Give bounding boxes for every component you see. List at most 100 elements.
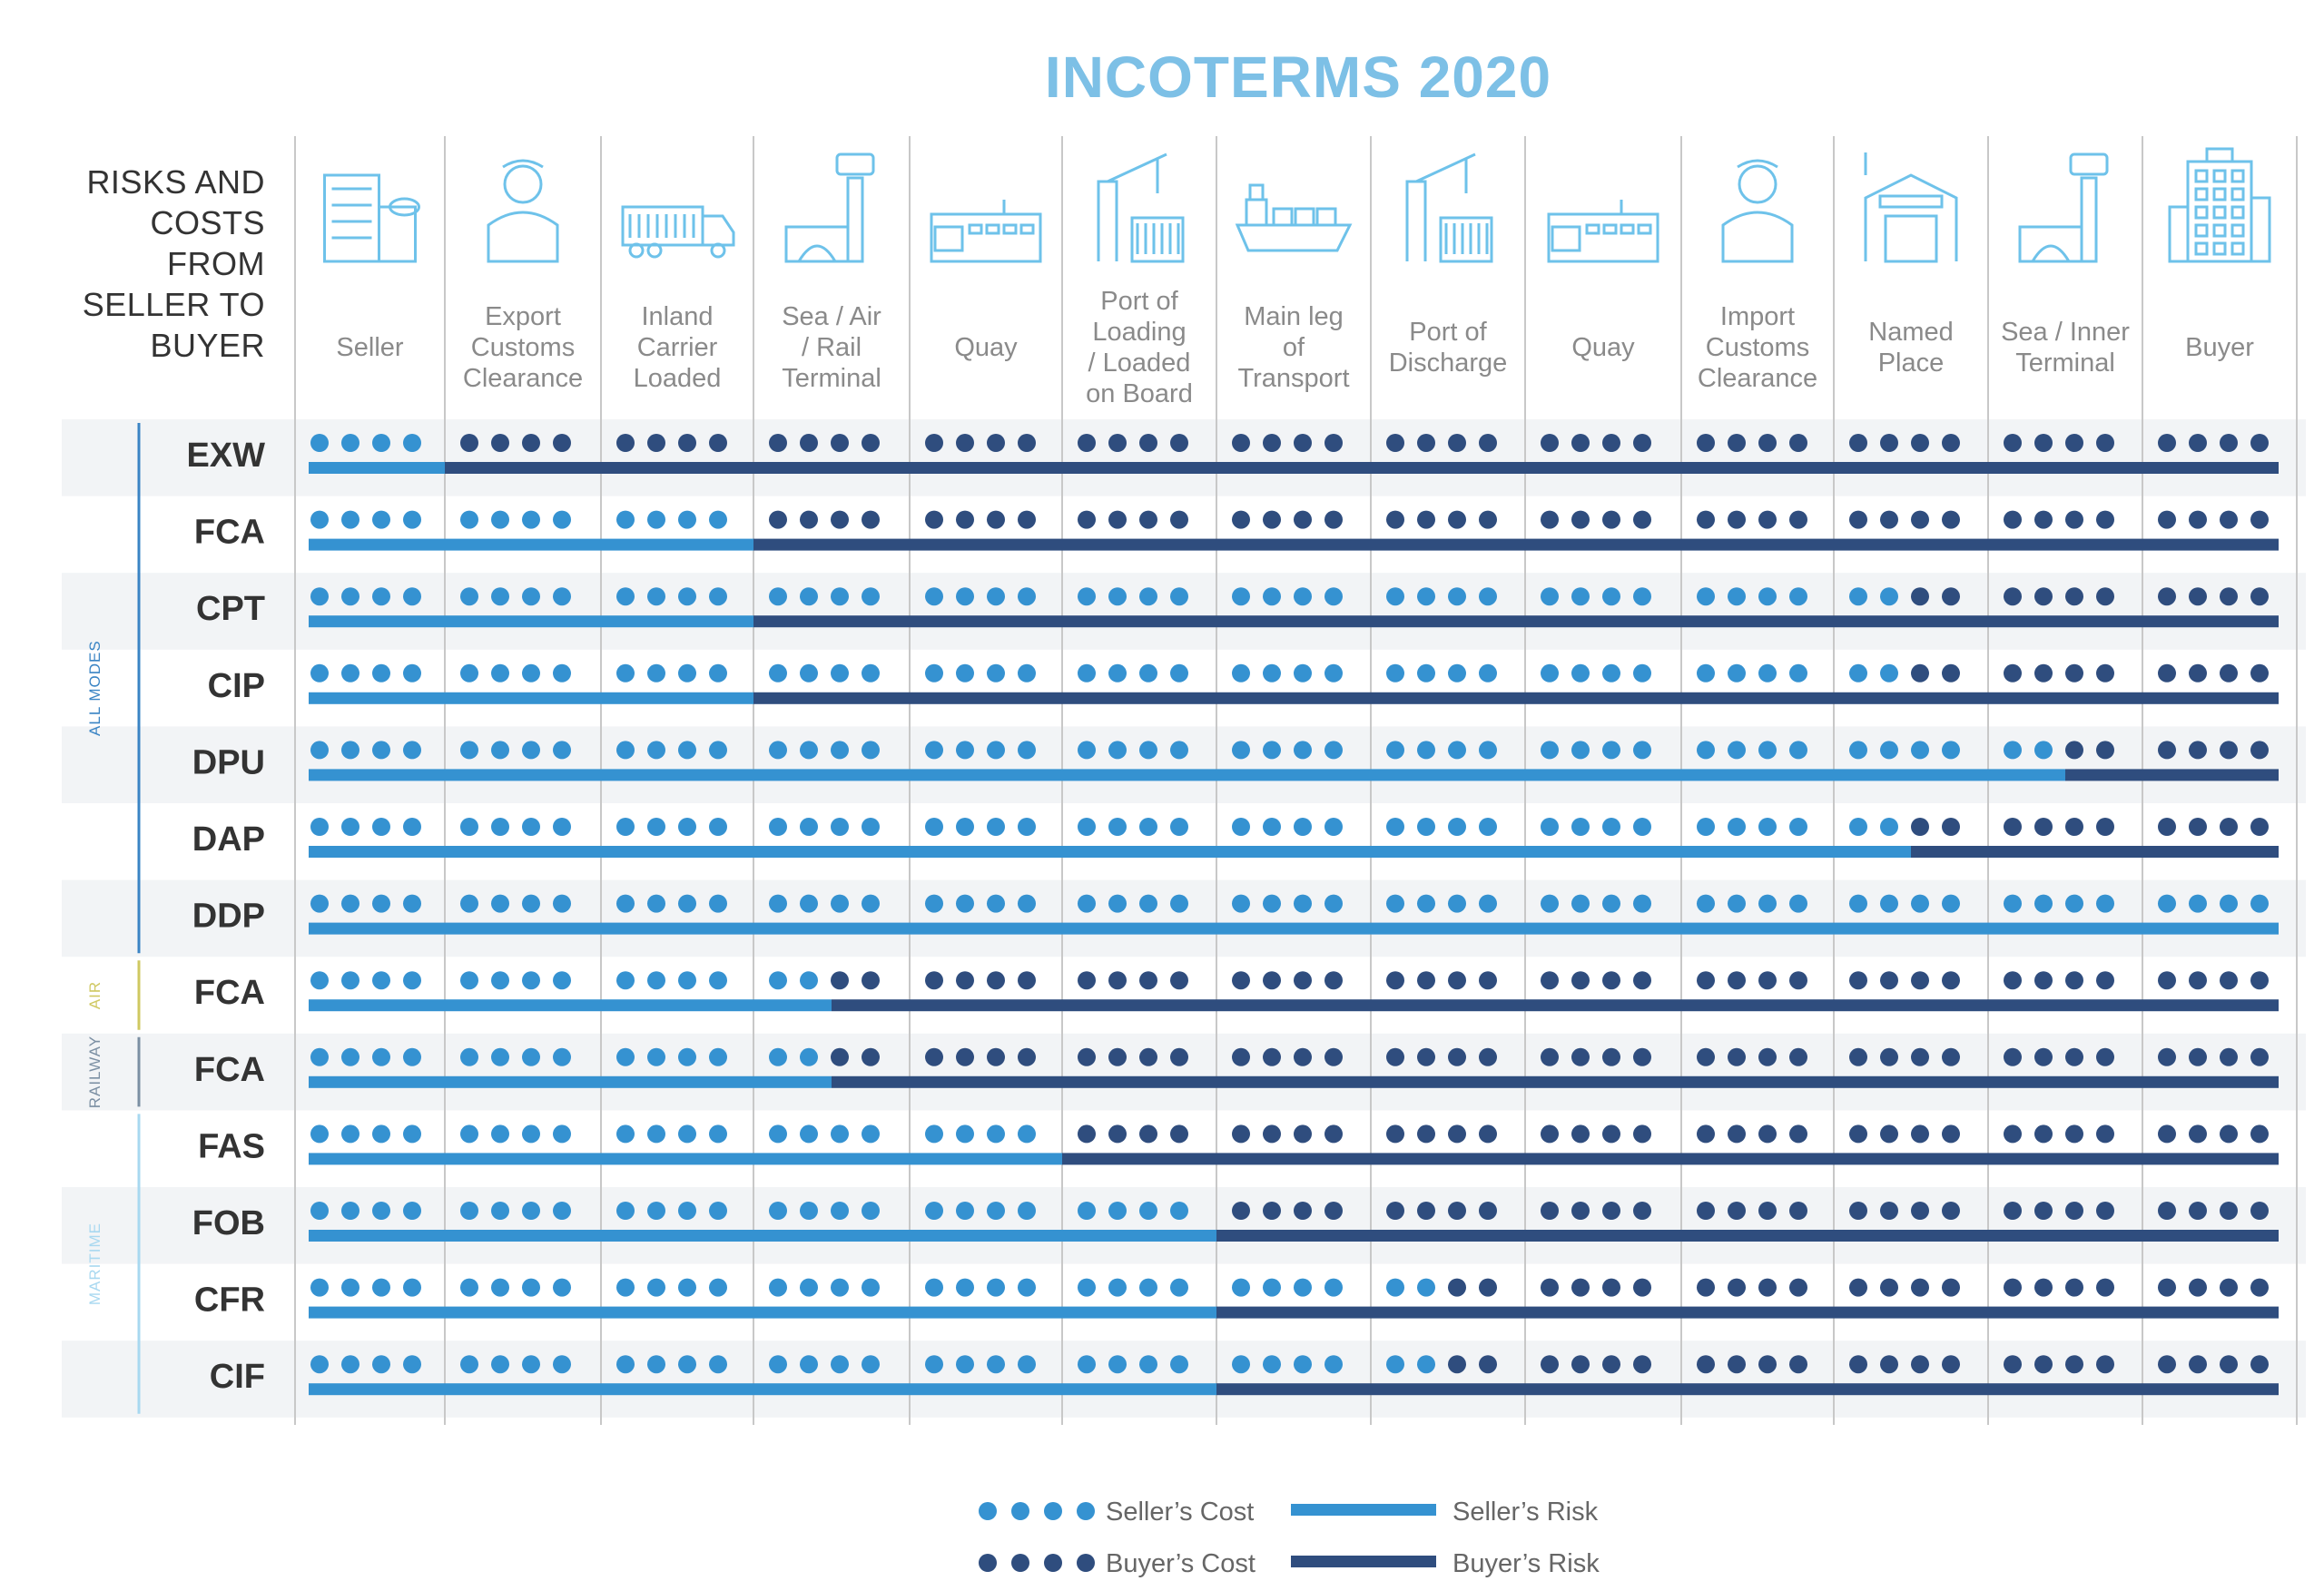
- buyer-cost-dot: [1078, 971, 1096, 990]
- seller-cost-dot: [800, 587, 818, 606]
- buyer-cost-dot: [2250, 1124, 2269, 1144]
- buyer-cost-dot: [2034, 971, 2053, 990]
- seller-cost-dot: [341, 894, 359, 913]
- stage-label: Main leg of Transport: [1237, 302, 1349, 393]
- stage-label-line: Sea / Air: [782, 302, 881, 331]
- seller-cost-dot: [709, 1047, 727, 1066]
- buyer-cost-dot: [2250, 587, 2269, 606]
- buyer-cost-dot: [1108, 510, 1127, 529]
- buyer-cost-dot: [2189, 663, 2207, 682]
- buyer-cost-dot: [1232, 1124, 1250, 1144]
- seller-cost-dot: [341, 1278, 359, 1297]
- seller-cost-dot: [1942, 741, 1960, 760]
- seller-cost-dot: [310, 1047, 329, 1066]
- buyer-cost-dot: [1417, 510, 1435, 529]
- stage-label-line: Discharge: [1389, 349, 1508, 378]
- buyer-cost-dot: [1448, 1047, 1466, 1066]
- seller-cost-dot: [1479, 894, 1497, 913]
- seller-cost-dot: [1880, 741, 1898, 760]
- buyer-cost-dot: [769, 434, 787, 452]
- buyer-cost-dot: [2096, 1355, 2114, 1374]
- buyer-cost-dot: [1880, 1278, 1898, 1297]
- seller-cost-dot: [616, 510, 635, 529]
- buyer-cost-dot: [1942, 434, 1960, 452]
- seller-cost-dot: [1728, 741, 1746, 760]
- buyer-cost-dot: [1602, 1047, 1620, 1066]
- buyer-cost-dot: [1294, 510, 1312, 529]
- buyer-cost-dot: [1232, 1202, 1250, 1220]
- group-label: MARITIME: [86, 1223, 103, 1305]
- buyer-cost-dot: [2034, 1278, 2053, 1297]
- buyer-cost-dot: [831, 1047, 849, 1066]
- buyer-cost-dot: [1911, 818, 1929, 836]
- seller-cost-dot: [956, 1202, 974, 1220]
- seller-risk-bar: [309, 1383, 1216, 1396]
- buyer-cost-dot: [1728, 1047, 1746, 1066]
- seller-cost-dot: [1633, 663, 1651, 682]
- buyer-cost-dot: [1541, 434, 1559, 452]
- warehouse-icon: [1864, 152, 1958, 263]
- buyer-cost-dot: [1728, 1202, 1746, 1220]
- buyer-cost-dot: [1911, 971, 1929, 990]
- buyer-cost-dot: [2158, 1355, 2176, 1374]
- seller-cost-dot: [678, 1124, 696, 1144]
- seller-cost-dot: [647, 663, 665, 682]
- seller-cost-dot: [1571, 587, 1590, 606]
- seller-cost-dot: [1571, 663, 1590, 682]
- seller-cost-dot: [1697, 587, 1715, 606]
- buyer-cost-dot: [2034, 1355, 2053, 1374]
- incoterm-label: FOB: [192, 1204, 265, 1242]
- seller-cost-dot: [341, 971, 359, 990]
- buyer-cost-dot: [2189, 587, 2207, 606]
- seller-cost-dot: [1417, 741, 1435, 760]
- buyer-cost-dot: [1263, 1047, 1281, 1066]
- buyer-cost-dot: [1139, 971, 1157, 990]
- buyer-cost-dot: [1324, 1124, 1343, 1144]
- buyer-cost-dot: [2189, 434, 2207, 452]
- buyer-cost-dot: [1849, 1202, 1867, 1220]
- buyer-cost-dot: [2065, 663, 2083, 682]
- seller-cost-dot: [1018, 818, 1036, 836]
- seller-cost-dot: [310, 663, 329, 682]
- buyer-cost-dot: [2189, 741, 2207, 760]
- buyer-cost-dot: [1324, 510, 1343, 529]
- seller-cost-dot: [987, 1124, 1005, 1144]
- cost-dots: [310, 434, 2269, 1374]
- buyer-cost-dot: [956, 1047, 974, 1066]
- stage-label-line: Transport: [1237, 364, 1349, 393]
- buyer-cost-dot: [1294, 1047, 1312, 1066]
- seller-cost-dot: [1078, 587, 1096, 606]
- buyer-cost-dot: [1758, 1047, 1777, 1066]
- seller-cost-dot: [616, 1278, 635, 1297]
- transport-mode-groups: ALL MODES AIR RAILWAY MARITIME: [86, 423, 141, 1414]
- seller-cost-dot: [1417, 1355, 1435, 1374]
- buyer-cost-dot: [1758, 1355, 1777, 1374]
- legend-seller-dot: [1077, 1502, 1095, 1520]
- seller-cost-dot: [1078, 663, 1096, 682]
- stage-label-line: Loaded: [634, 364, 722, 393]
- seller-cost-dot: [460, 1047, 478, 1066]
- terminal-tower-icon: [784, 152, 875, 263]
- buyer-cost-dot: [2189, 971, 2207, 990]
- seller-cost-dot: [310, 1202, 329, 1220]
- buyer-cost-dot: [1078, 1047, 1096, 1066]
- seller-cost-dot: [862, 894, 880, 913]
- seller-cost-dot: [341, 1047, 359, 1066]
- buyer-cost-dot: [1078, 510, 1096, 529]
- seller-cost-dot: [2034, 741, 2053, 760]
- seller-cost-dot: [460, 1202, 478, 1220]
- buyer-cost-dot: [1697, 510, 1715, 529]
- buyer-cost-dot: [1633, 1124, 1651, 1144]
- buyer-risk-bar: [832, 1075, 2279, 1088]
- buyer-cost-dot: [1633, 1047, 1651, 1066]
- seller-cost-dot: [310, 741, 329, 760]
- buyer-cost-dot: [956, 510, 974, 529]
- buyer-cost-dot: [1417, 1124, 1435, 1144]
- stage-label: Buyer: [2185, 333, 2254, 362]
- buyer-cost-dot: [1911, 1355, 1929, 1374]
- seller-cost-dot: [1108, 1355, 1127, 1374]
- seller-cost-dot: [1728, 818, 1746, 836]
- buyer-cost-dot: [491, 434, 509, 452]
- seller-cost-dot: [925, 741, 943, 760]
